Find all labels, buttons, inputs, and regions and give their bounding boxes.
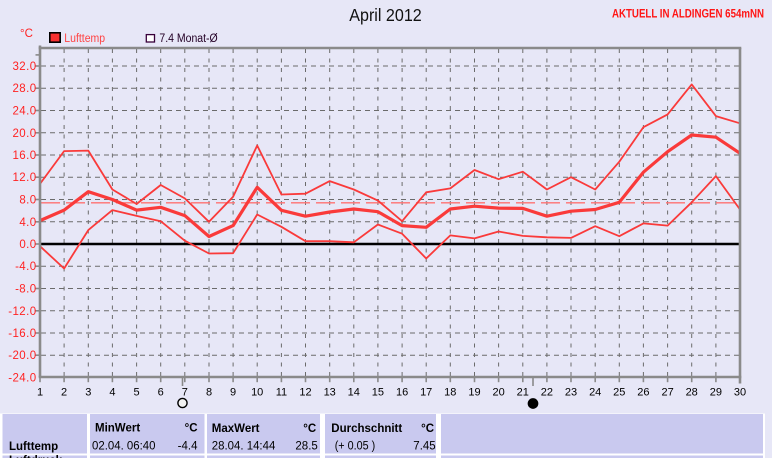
- svg-text:16: 16: [396, 387, 408, 399]
- svg-text:19: 19: [468, 387, 480, 399]
- svg-text:22: 22: [541, 387, 553, 399]
- svg-text:4: 4: [109, 387, 115, 399]
- svg-text:-8.0: -8.0: [15, 284, 36, 296]
- svg-text:7.45: 7.45: [413, 441, 435, 453]
- svg-text:7: 7: [182, 387, 188, 399]
- svg-text:°C: °C: [20, 28, 33, 40]
- svg-text:-4.4: -4.4: [178, 441, 198, 453]
- svg-text:30: 30: [734, 387, 746, 399]
- svg-text:7.4 Monat-Ø: 7.4 Monat-Ø: [159, 33, 217, 45]
- svg-text:24.0: 24.0: [13, 106, 37, 118]
- svg-text:0.0: 0.0: [19, 239, 36, 251]
- svg-text:14: 14: [348, 387, 360, 399]
- svg-text:13: 13: [324, 387, 336, 399]
- svg-text:-16.0: -16.0: [8, 328, 36, 340]
- svg-text:16.0: 16.0: [13, 150, 37, 162]
- svg-text:°C: °C: [303, 423, 316, 435]
- svg-text:27: 27: [661, 387, 673, 399]
- svg-text:28.04. 14:44: 28.04. 14:44: [212, 441, 276, 453]
- svg-text:-24.0: -24.0: [8, 373, 36, 385]
- svg-text:28.5: 28.5: [295, 441, 317, 453]
- svg-text:MaxWert: MaxWert: [212, 423, 260, 435]
- svg-text:18: 18: [444, 387, 456, 399]
- svg-text:17: 17: [420, 387, 432, 399]
- svg-text:21: 21: [517, 387, 529, 399]
- svg-text:4.0: 4.0: [19, 217, 36, 229]
- svg-text:28: 28: [686, 387, 698, 399]
- svg-text:-4.0: -4.0: [15, 261, 36, 273]
- svg-text:MinWert: MinWert: [95, 423, 140, 435]
- svg-text:8.0: 8.0: [19, 195, 36, 207]
- svg-text:April 2012: April 2012: [349, 5, 422, 25]
- svg-text:10: 10: [251, 387, 263, 399]
- svg-text:24: 24: [589, 387, 601, 399]
- svg-text:6: 6: [158, 387, 164, 399]
- svg-text:8: 8: [206, 387, 212, 399]
- svg-text:Lufttemp: Lufttemp: [9, 441, 58, 453]
- svg-text:25: 25: [613, 387, 625, 399]
- svg-text:12.0: 12.0: [13, 172, 37, 184]
- svg-text:26: 26: [637, 387, 649, 399]
- svg-text:20.0: 20.0: [13, 128, 37, 140]
- svg-text:Lufttemp: Lufttemp: [64, 33, 105, 45]
- svg-text:-12.0: -12.0: [8, 306, 36, 318]
- svg-text:11: 11: [276, 387, 287, 399]
- svg-text:29: 29: [710, 387, 722, 399]
- svg-text:12: 12: [299, 387, 311, 399]
- svg-text:20: 20: [492, 387, 504, 399]
- svg-text:32.0: 32.0: [13, 61, 37, 73]
- svg-text:15: 15: [372, 387, 384, 399]
- svg-text:(+ 0.05 ): (+ 0.05 ): [335, 441, 376, 453]
- svg-text:28.0: 28.0: [13, 83, 37, 95]
- svg-text:02.04. 06:40: 02.04. 06:40: [92, 441, 156, 453]
- svg-text:°C: °C: [421, 423, 434, 435]
- svg-text:AKTUELL IN ALDINGEN 654mNN: AKTUELL IN ALDINGEN 654mNN: [612, 7, 764, 21]
- svg-text:23: 23: [565, 387, 577, 399]
- svg-text:Durchschnitt: Durchschnitt: [331, 423, 402, 435]
- svg-text:5: 5: [134, 387, 140, 399]
- svg-text:-20.0: -20.0: [8, 350, 36, 362]
- svg-text:9: 9: [230, 387, 236, 399]
- svg-text:2: 2: [61, 387, 67, 399]
- svg-text:1: 1: [37, 387, 43, 399]
- svg-text:3: 3: [85, 387, 91, 399]
- svg-text:°C: °C: [185, 423, 198, 435]
